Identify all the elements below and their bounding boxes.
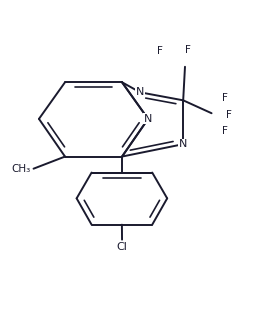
Text: F: F <box>222 93 228 103</box>
Text: N: N <box>136 87 144 97</box>
Text: F: F <box>157 46 163 56</box>
Text: Cl: Cl <box>117 242 127 252</box>
Text: N: N <box>144 114 152 124</box>
Text: F: F <box>222 126 228 136</box>
Text: CH₃: CH₃ <box>12 164 31 174</box>
Text: F: F <box>186 45 191 55</box>
Text: F: F <box>226 109 232 120</box>
Text: N: N <box>179 139 187 149</box>
